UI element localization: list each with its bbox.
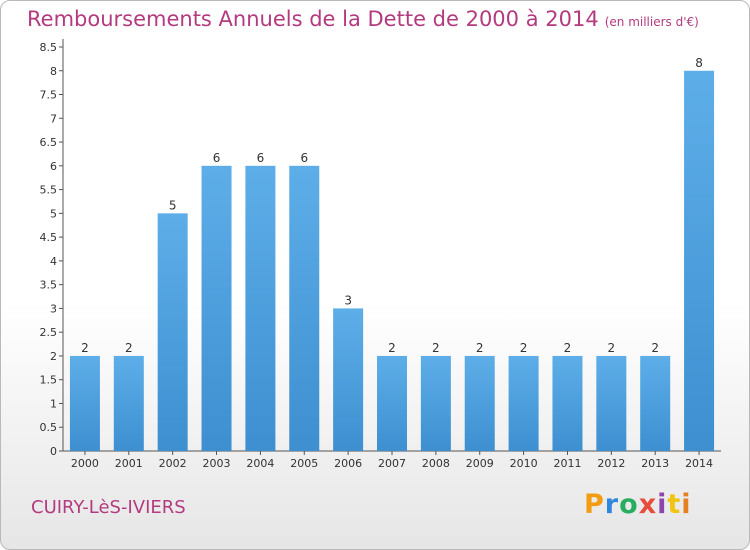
x-tick-label: 2009 — [466, 457, 494, 470]
bar — [333, 308, 364, 451]
chart-title: Remboursements Annuels de la Dette de 20… — [27, 7, 699, 31]
bar — [552, 355, 583, 451]
y-tick-label: 8.5 — [40, 41, 58, 54]
x-tick-label: 2010 — [510, 457, 538, 470]
y-tick-label: 5.5 — [40, 184, 58, 197]
y-tick-label: 4 — [50, 255, 57, 268]
data-label: 8 — [695, 56, 703, 70]
bars — [69, 70, 715, 451]
y-tick-label: 7.5 — [40, 89, 58, 102]
x-tick-label: 2001 — [115, 457, 143, 470]
data-label: 2 — [432, 341, 440, 355]
data-label: 6 — [257, 151, 265, 165]
logo-letter: i — [681, 489, 692, 520]
bar — [420, 355, 451, 451]
x-tick-label: 2014 — [685, 457, 713, 470]
bar — [289, 165, 320, 451]
data-label: 3 — [344, 293, 352, 307]
y-tick-label: 6.5 — [40, 136, 58, 149]
x-tick-label: 2002 — [159, 457, 187, 470]
bar — [113, 355, 144, 451]
y-tick-label: 2 — [50, 350, 57, 363]
bar — [245, 165, 276, 451]
data-labels: 2 2 5 6 6 6 3 2 2 2 2 2 2 2 8 — [81, 56, 703, 355]
data-label: 2 — [520, 341, 528, 355]
y-tick-label: 7 — [50, 112, 57, 125]
data-label: 2 — [608, 341, 616, 355]
logo-letter: P — [584, 489, 605, 520]
y-tick-label: 6 — [50, 160, 57, 173]
bar — [684, 70, 715, 451]
data-label: 2 — [651, 341, 659, 355]
y-axis: 0 0.5 1 1.5 2 2.5 3 3.5 4 4.5 5 5.5 6 6.5 7 7.5 8 8.5 — [40, 39, 64, 458]
x-tick-label: 2007 — [378, 457, 406, 470]
x-axis: 2000 2001 2002 2003 2004 2005 2006 2007 2008 2009… — [63, 450, 721, 470]
y-tick-label: 5 — [50, 207, 57, 220]
x-tick-label: 2011 — [553, 457, 581, 470]
y-tick-label: 8 — [50, 65, 57, 78]
y-tick-label: 1.5 — [40, 374, 58, 387]
y-tick-label: 2.5 — [40, 326, 58, 339]
bar — [377, 355, 407, 451]
data-label: 2 — [81, 341, 89, 355]
y-tick-label: 0.5 — [40, 421, 58, 434]
bar — [201, 165, 232, 451]
x-tick-label: 2005 — [290, 457, 318, 470]
bar — [157, 213, 188, 451]
data-label: 6 — [300, 151, 308, 165]
y-tick-label: 4.5 — [40, 231, 58, 244]
bar — [69, 355, 100, 451]
x-tick-label: 2012 — [597, 457, 625, 470]
x-tick-label: 2013 — [641, 457, 669, 470]
y-tick-label: 3.5 — [40, 279, 58, 292]
chart-title-text: Remboursements Annuels de la Dette de 20… — [27, 7, 599, 31]
logo-letter: i — [657, 489, 668, 520]
x-tick-label: 2006 — [334, 457, 362, 470]
commune-name: CUIRY-LèS-IVIERS — [31, 497, 186, 518]
logo-letter: o — [619, 489, 639, 520]
y-tick-label: 0 — [50, 445, 57, 458]
logo-letter: x — [638, 489, 658, 520]
y-tick-label: 3 — [50, 302, 57, 315]
logo-letter: t — [667, 489, 682, 520]
bar — [640, 355, 671, 451]
data-label: 2 — [388, 341, 396, 355]
y-tick-label: 1 — [50, 397, 57, 410]
data-label: 5 — [169, 198, 177, 212]
logo-letter: r — [604, 489, 620, 520]
bar — [464, 355, 495, 451]
bar — [508, 355, 539, 451]
data-label: 6 — [213, 151, 221, 165]
data-label: 2 — [476, 341, 484, 355]
proxiti-logo: Proxiti — [584, 489, 692, 520]
x-tick-label: 2004 — [246, 457, 274, 470]
chart-subtitle: (en milliers d'€) — [604, 15, 699, 29]
data-label: 2 — [564, 341, 572, 355]
x-tick-label: 2008 — [422, 457, 450, 470]
x-tick-label: 2000 — [71, 457, 99, 470]
bar — [596, 355, 627, 451]
data-label: 2 — [125, 341, 133, 355]
x-tick-label: 2003 — [203, 457, 231, 470]
